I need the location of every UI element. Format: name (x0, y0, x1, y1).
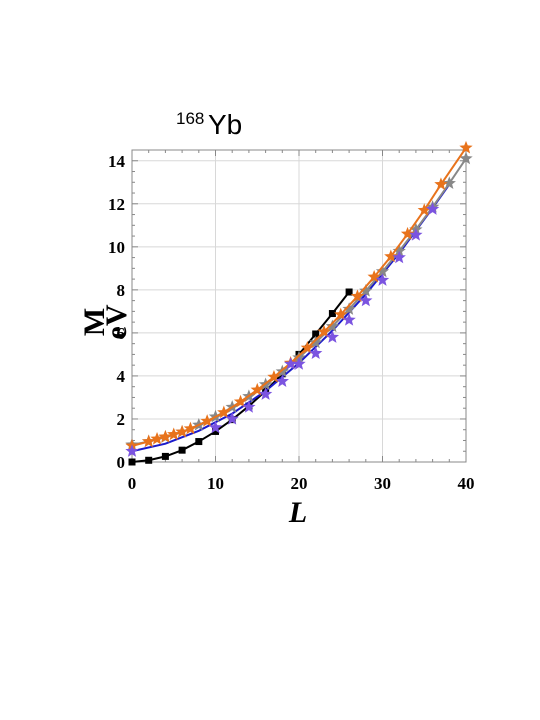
data-point-star (375, 264, 390, 278)
data-point-star (459, 140, 473, 154)
data-point-square (128, 458, 136, 466)
y-tick-label: 0 (117, 453, 126, 472)
y-tick-label: 14 (108, 152, 126, 171)
data-point-star (375, 273, 390, 286)
title-superscript: 168 (176, 109, 204, 128)
data-point-star (359, 283, 373, 297)
y-tick-label: 8 (117, 281, 126, 300)
y-axis-label-unit: eV (100, 304, 133, 339)
data-point-star (350, 289, 365, 302)
axis-ticks: 0 10 20 30 40 0 2 4 6 8 10 12 14 (108, 150, 475, 493)
data-point-square (195, 438, 203, 446)
data-point-star (150, 431, 164, 445)
data-point-square (145, 456, 153, 464)
chart-title: 168 Yb (176, 109, 242, 140)
data-point-star (125, 444, 139, 457)
data-point-star (283, 357, 298, 370)
data-point-square (161, 452, 169, 460)
data-point-square (345, 288, 353, 296)
data-point-star (325, 330, 340, 343)
data-point-star (158, 429, 173, 443)
data-point-star (409, 227, 423, 241)
data-point-star (459, 151, 473, 165)
data-point-star (225, 411, 239, 425)
data-point-star (342, 302, 356, 315)
data-point-square (312, 330, 320, 338)
x-tick-label: 10 (207, 474, 224, 493)
y-tick-label: 10 (108, 238, 125, 257)
data-point-star (359, 293, 373, 307)
y-tick-label: 12 (108, 195, 125, 214)
data-point-star (300, 340, 315, 354)
data-point-star (250, 382, 264, 396)
data-point-star (334, 307, 348, 321)
y-axis-label-main: M (78, 308, 111, 336)
data-point-square (328, 310, 336, 318)
data-point-star (434, 177, 448, 191)
x-tick-label: 20 (291, 474, 308, 493)
data-point-star (208, 420, 223, 434)
data-point-star (292, 350, 306, 364)
y-tick-label: 2 (117, 410, 126, 429)
x-tick-label: 0 (128, 474, 137, 493)
series-line-blue (131, 183, 451, 453)
data-point-star (392, 244, 406, 257)
data-point-star (384, 249, 398, 263)
data-point-star (233, 394, 248, 408)
data-point-star (183, 421, 198, 435)
title-element: Yb (208, 109, 242, 140)
data-point-star (325, 319, 340, 333)
data-point-star (309, 346, 323, 359)
data-point-star (217, 405, 231, 419)
data-point-star (175, 424, 189, 438)
data-point-star (292, 357, 306, 370)
data-point-star (275, 374, 289, 387)
data-point-star (367, 269, 381, 283)
data-point-square (212, 427, 219, 435)
grid (131, 150, 467, 463)
y-tick-label: 4 (117, 367, 126, 386)
data-point-star (400, 226, 415, 240)
y-tick-label: 6 (117, 324, 126, 343)
x-axis-label: L (288, 496, 307, 529)
series-purple (125, 202, 440, 457)
data-point-star (309, 335, 323, 349)
data-point-star (392, 250, 406, 264)
data-point-star (200, 414, 214, 427)
data-point-star (242, 400, 256, 413)
data-point-star (317, 324, 331, 338)
data-point-star (442, 176, 456, 190)
data-point-star (142, 434, 156, 448)
data-point-square (178, 446, 186, 454)
y-axis-label: M eV (78, 304, 133, 339)
data-point-star (425, 202, 440, 215)
series-blue (131, 183, 451, 453)
x-tick-label: 40 (458, 474, 475, 493)
data-point-star (167, 427, 181, 441)
data-point-star (417, 203, 431, 216)
data-point-star (267, 370, 281, 383)
series-group (125, 140, 473, 466)
x-tick-label: 30 (374, 474, 391, 493)
data-point-star (258, 387, 273, 400)
data-point-star (342, 312, 356, 326)
